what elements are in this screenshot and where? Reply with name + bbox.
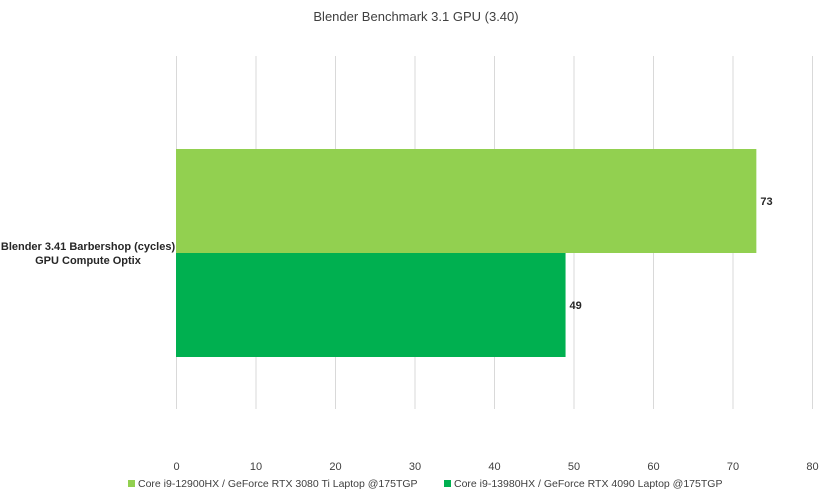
bars [176, 149, 757, 357]
data-label: 49 [570, 300, 582, 312]
data-label: 73 [760, 196, 772, 208]
category-label: Blender 3.41 Barbershop (cycles) [1, 241, 176, 253]
y-axis-category: Blender 3.41 Barbershop (cycles) GPU Comp… [1, 241, 176, 267]
data-labels: 73 49 [570, 196, 773, 312]
legend-label[interactable]: Core i9-13980HX / GeForce RTX 4090 Lapto… [454, 478, 722, 490]
legend-label[interactable]: Core i9-12900HX / GeForce RTX 3080 Ti La… [138, 478, 418, 490]
x-tick-label: 40 [488, 461, 500, 473]
x-tick-label: 70 [727, 461, 739, 473]
x-axis-ticks: 0 10 20 30 40 50 60 70 80 [173, 461, 818, 473]
bar-rtx-4090 [176, 253, 566, 357]
legend[interactable]: Core i9-12900HX / GeForce RTX 3080 Ti La… [128, 478, 722, 490]
category-label: GPU Compute Optix [35, 255, 142, 267]
x-tick-label: 30 [409, 461, 421, 473]
chart-title: Blender Benchmark 3.1 GPU (3.40) [313, 9, 519, 24]
x-tick-label: 80 [806, 461, 818, 473]
legend-swatch [444, 480, 451, 487]
bar-rtx-3080-ti [176, 149, 757, 253]
x-tick-label: 50 [568, 461, 580, 473]
legend-swatch [128, 480, 135, 487]
x-tick-label: 60 [647, 461, 659, 473]
x-tick-label: 10 [250, 461, 262, 473]
x-tick-label: 20 [329, 461, 341, 473]
x-tick-label: 0 [173, 461, 179, 473]
